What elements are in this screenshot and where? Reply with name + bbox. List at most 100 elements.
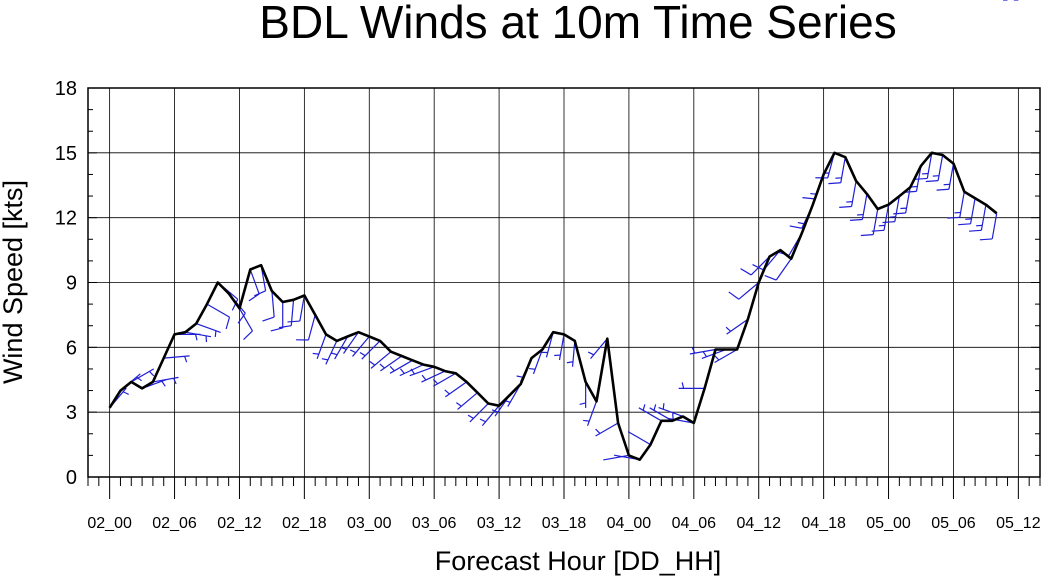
wind-barb-feather xyxy=(278,325,292,329)
wind-barb xyxy=(287,295,305,323)
wind-barb-half-feather xyxy=(583,419,590,422)
wind-barb-staff xyxy=(389,359,413,374)
x-tick-label: 04_18 xyxy=(801,515,846,532)
wind-barb-half-feather xyxy=(528,367,536,370)
wind-barb xyxy=(270,301,284,332)
wind-barb-staff xyxy=(586,401,598,426)
wind-barb-half-feather xyxy=(389,365,395,372)
wind-barb-half-feather xyxy=(340,346,347,350)
wind-barb xyxy=(409,366,435,377)
wind-barb xyxy=(893,187,911,215)
wind-barb xyxy=(340,331,359,354)
wind-barb xyxy=(379,355,403,372)
wind-barb-feather xyxy=(969,229,982,232)
wind-barb-feather xyxy=(882,221,895,224)
wind-barb-staff xyxy=(316,334,327,360)
wind-barb-half-feather xyxy=(595,428,601,434)
wind-barb-staff xyxy=(433,372,457,387)
wind-barb-staff xyxy=(937,154,944,181)
wind-barb-feather xyxy=(789,225,802,229)
wind-barb xyxy=(914,152,933,180)
x-tick-label: 04_00 xyxy=(607,515,652,532)
wind-barb-half-feather xyxy=(410,368,415,375)
plot-frame xyxy=(87,87,1041,478)
wind-barb-staff xyxy=(959,191,965,218)
wind-barb xyxy=(248,269,260,302)
wind-barb-half-feather xyxy=(312,352,319,355)
wind-barb-staff xyxy=(444,381,467,398)
wind-barb xyxy=(262,291,275,322)
wind-barb-half-feather xyxy=(122,391,129,396)
wind-barb-half-feather xyxy=(194,334,198,341)
wind-barb xyxy=(595,422,619,437)
wind-barb-half-feather xyxy=(149,370,155,377)
y-tick-label: 6 xyxy=(66,337,77,359)
wind-barb-staff xyxy=(991,213,998,240)
wind-barb-half-feather xyxy=(161,380,166,387)
x-tick-label: 04_06 xyxy=(672,515,717,532)
y-tick-label: 18 xyxy=(55,78,77,100)
wind-barb-staff xyxy=(980,204,987,231)
wind-barb-staff xyxy=(738,282,760,300)
wind-barb-half-feather xyxy=(797,221,805,225)
wind-barb-staff xyxy=(775,258,792,281)
x-tick-label: 02_18 xyxy=(282,515,327,532)
x-tick-label: 03_18 xyxy=(542,515,587,532)
wind-barb-feather xyxy=(979,238,993,241)
wind-barb xyxy=(152,376,179,385)
wind-barb-staff xyxy=(969,198,976,224)
wind-barb-staff xyxy=(532,349,543,375)
wind-barb-staff xyxy=(558,334,565,361)
wind-barb-half-feather xyxy=(491,409,499,413)
wind-barb-staff xyxy=(861,193,868,220)
wind-barb-half-feather xyxy=(516,375,523,378)
wind-barb-feather xyxy=(254,290,266,297)
wind-barb-half-feather xyxy=(349,349,357,354)
wind-barb-feather xyxy=(958,223,971,226)
wind-barb-half-feather xyxy=(136,376,142,382)
wind-barb-half-feather xyxy=(579,402,586,405)
wind-barb-staff xyxy=(894,195,900,222)
wind-barb-staff xyxy=(238,308,253,332)
wind-barb-half-feather xyxy=(321,358,329,361)
wind-barb-staff xyxy=(627,431,651,446)
wind-barb xyxy=(728,282,760,300)
wind-barb xyxy=(432,372,457,387)
wind-barb-staff xyxy=(307,314,316,341)
wind-barb-staff xyxy=(152,376,179,383)
wind-barb-staff xyxy=(603,454,630,461)
wind-barb-half-feather xyxy=(702,351,708,358)
chart-title: BDL Winds at 10m Time Series xyxy=(259,0,896,48)
wind-barb xyxy=(163,355,190,363)
wind-barb xyxy=(195,322,221,337)
wind-barb xyxy=(725,318,749,335)
wind-barb-staff xyxy=(421,370,446,383)
wind-barb-staff xyxy=(343,331,359,354)
wind-barb-staff xyxy=(130,368,155,383)
wind-barb-half-feather xyxy=(725,326,732,332)
wind-barb xyxy=(947,191,965,219)
wind-barb-staff xyxy=(726,318,749,335)
wind-barb xyxy=(740,256,770,276)
wind-barb-staff xyxy=(271,291,275,318)
x-tick-label: 03_12 xyxy=(477,515,522,532)
wind-barb-half-feather xyxy=(421,374,427,381)
y-tick-label: 15 xyxy=(55,143,77,165)
wind-barb-staff xyxy=(481,405,500,426)
wind-barb xyxy=(554,334,565,361)
wind-barb-half-feather xyxy=(369,361,376,366)
x-tick-label: 05_12 xyxy=(996,515,1041,532)
wind-barb xyxy=(206,303,231,330)
wind-barb xyxy=(828,157,846,185)
wind-barb-feather xyxy=(225,316,231,330)
wind-barb-half-feather xyxy=(444,389,450,395)
wind-barb-staff xyxy=(370,351,392,369)
wind-barb-half-feather xyxy=(331,352,338,356)
wind-barb-feather xyxy=(914,177,928,180)
tick-label-layer: 0 3 6 9 12 15 18 02_00 02_06 02_12 02_18 03_00 03_06… xyxy=(55,78,1041,532)
wind-barb xyxy=(130,368,155,383)
wind-barb xyxy=(627,431,651,446)
wind-speed-line xyxy=(108,151,998,462)
wind-barb-half-feather xyxy=(467,414,474,419)
wind-barb xyxy=(296,314,316,341)
